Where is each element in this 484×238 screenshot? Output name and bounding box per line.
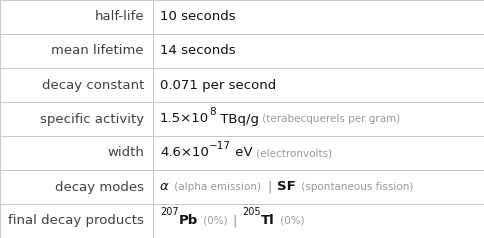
Text: (terabecquerels per gram): (terabecquerels per gram) xyxy=(258,114,399,124)
Text: half-life: half-life xyxy=(94,10,144,24)
Text: 4.6×10: 4.6×10 xyxy=(160,147,209,159)
Text: (spontaneous fission): (spontaneous fission) xyxy=(298,182,413,192)
Text: −17: −17 xyxy=(209,140,230,150)
Text: width: width xyxy=(107,147,144,159)
Text: 0.071 per second: 0.071 per second xyxy=(160,79,276,91)
Text: 1.5×10: 1.5×10 xyxy=(160,113,209,125)
Text: mean lifetime: mean lifetime xyxy=(51,45,144,58)
Text: Pb: Pb xyxy=(178,214,197,228)
Text: |: | xyxy=(232,214,237,228)
Text: (alpha emission): (alpha emission) xyxy=(171,182,261,192)
Text: (0%): (0%) xyxy=(276,216,304,226)
Text: decay constant: decay constant xyxy=(42,79,144,91)
Text: 14 seconds: 14 seconds xyxy=(160,45,235,58)
Text: decay modes: decay modes xyxy=(55,180,144,193)
Text: SF: SF xyxy=(277,180,295,193)
Text: |: | xyxy=(267,180,271,193)
Text: Tl: Tl xyxy=(260,214,274,228)
Text: 8: 8 xyxy=(209,107,215,117)
Text: α: α xyxy=(160,180,168,193)
Text: 10 seconds: 10 seconds xyxy=(160,10,235,24)
Text: TBq/g: TBq/g xyxy=(215,113,258,125)
Text: (0%): (0%) xyxy=(200,216,227,226)
Text: (electronvolts): (electronvolts) xyxy=(252,148,331,158)
Text: specific activity: specific activity xyxy=(40,113,144,125)
Text: eV: eV xyxy=(230,147,252,159)
Text: 207: 207 xyxy=(160,208,178,218)
Text: final decay products: final decay products xyxy=(8,214,144,228)
Text: 205: 205 xyxy=(242,208,260,218)
